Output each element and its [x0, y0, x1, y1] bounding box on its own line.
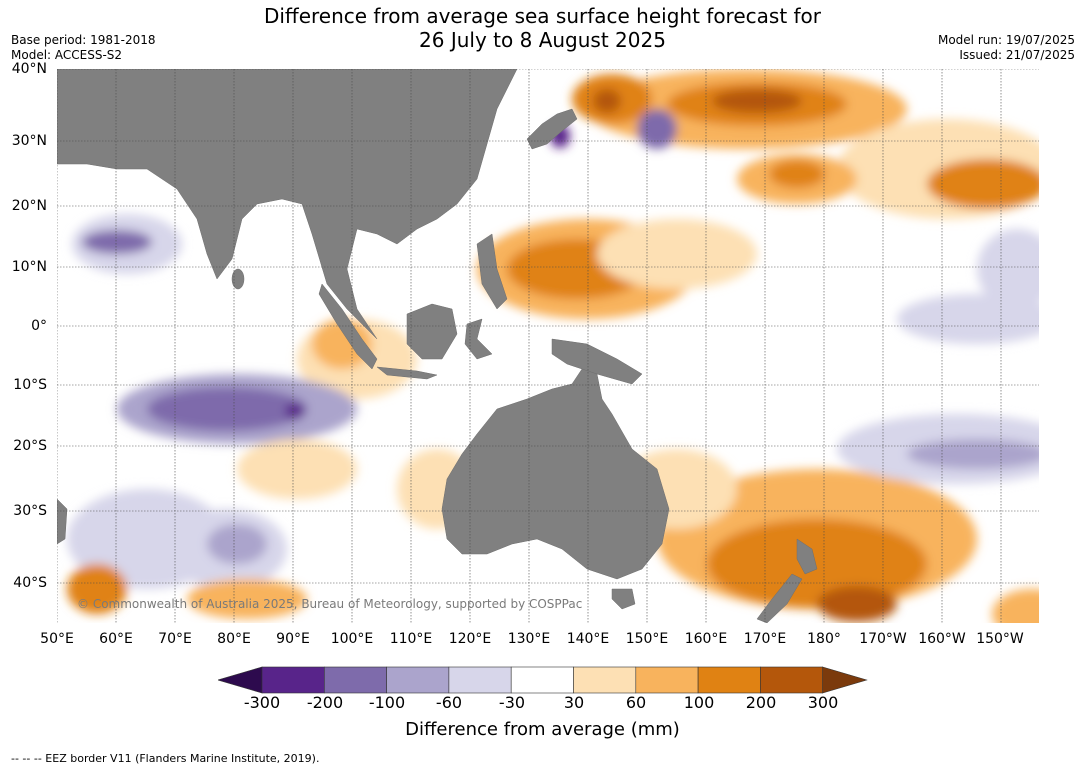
lon-label-100e: 100°E [330, 631, 374, 647]
lat-label-equator: 0° [31, 318, 47, 334]
colorbar-segment [635, 666, 699, 694]
lon-label-110e: 110°E [389, 631, 433, 647]
lat-label-10n: 10°N [11, 259, 47, 275]
japan-island [526, 108, 578, 150]
title-line-2: 26 July to 8 August 2025 [419, 28, 666, 52]
new-zealand-north-island [796, 538, 818, 575]
colorbar-segment [386, 666, 450, 694]
lon-label-160w: 160°W [918, 631, 966, 647]
lat-label-10s: 10°S [13, 377, 47, 393]
colorbar-segment [510, 666, 574, 694]
map-title: Difference from average sea surface heig… [0, 4, 1085, 52]
colorbar [218, 666, 868, 694]
lon-label-170w: 170°W [859, 631, 907, 647]
colorbar-tick-300: 300 [807, 693, 839, 712]
sumatra-island [318, 283, 378, 370]
borneo-island [406, 303, 458, 360]
colorbar-segment [448, 666, 512, 694]
graticule [57, 69, 1039, 623]
lon-label-120e: 120°E [448, 631, 492, 647]
colorbar-tick-minus30: -30 [498, 693, 526, 712]
colorbar-tick-30: 30 [563, 693, 585, 712]
new-zealand-south-island [756, 573, 803, 623]
copyright-notice: © Commonwealth of Australia 2025, Bureau… [77, 597, 583, 611]
title-line-1: Difference from average sea surface heig… [263, 4, 822, 28]
java-island [376, 366, 438, 380]
lon-label-140e: 140°E [566, 631, 610, 647]
lon-label-130e: 130°E [507, 631, 551, 647]
colorbar-tick-200: 200 [745, 693, 777, 712]
lon-label-170e: 170°E [743, 631, 787, 647]
colorbar-tick-100: 100 [683, 693, 715, 712]
eez-footnote: -- -- -- EEZ border V11 (Flanders Marine… [11, 752, 320, 765]
issued-date-text: Issued: 21/07/2025 [959, 48, 1075, 62]
land-masses [57, 69, 818, 623]
colorbar-tick-60: 60 [625, 693, 647, 712]
model-info: Base period: 1981-2018 Model: ACCESS-S2 [11, 33, 156, 63]
lat-label-40s: 40°S [13, 575, 47, 591]
map-canvas [57, 69, 1039, 623]
new-guinea-island [551, 338, 643, 385]
lat-label-20s: 20°S [13, 438, 47, 454]
colorbar-extend-low [218, 666, 263, 694]
lat-label-30s: 30°S [13, 503, 47, 519]
asia-landmass [57, 69, 518, 340]
sulawesi-island [464, 318, 493, 360]
lon-label-90e: 90°E [276, 631, 310, 647]
model-name-text: Model: ACCESS-S2 [11, 48, 123, 62]
lon-label-70e: 70°E [158, 631, 192, 647]
colorbar-segment [697, 666, 761, 694]
colorbar-label: Difference from average (mm) [405, 719, 680, 740]
colorbar-tick-minus100: -100 [368, 693, 406, 712]
lon-label-150e: 150°E [625, 631, 669, 647]
model-run-text: Model run: 19/07/2025 [937, 33, 1075, 47]
colorbar-segment [261, 666, 325, 694]
tasmania-island [611, 588, 636, 610]
run-info: Model run: 19/07/2025 Issued: 21/07/2025 [938, 33, 1075, 63]
lat-label-40n: 40°N [11, 61, 47, 77]
colorbar-tick-minus300: -300 [243, 693, 281, 712]
colorbar-segment [324, 666, 387, 694]
colorbar-tick-minus200: -200 [306, 693, 344, 712]
lon-label-150w: 150°W [976, 631, 1024, 647]
madagascar-island [57, 498, 68, 545]
lon-label-160e: 160°E [684, 631, 728, 647]
philippines-islands [476, 233, 508, 310]
colorbar-segment [573, 666, 637, 694]
anomaly-field [67, 69, 1039, 623]
lat-label-20n: 20°N [11, 198, 47, 214]
lat-label-30n: 30°N [11, 133, 47, 149]
sri-lanka-island [231, 268, 245, 290]
anomaly-map [57, 69, 1039, 623]
base-period-text: Base period: 1981-2018 [11, 33, 156, 47]
australia-landmass [441, 368, 670, 580]
lon-label-60e: 60°E [99, 631, 133, 647]
lon-label-180: 180° [807, 631, 841, 647]
lon-label-80e: 80°E [217, 631, 251, 647]
colorbar-tick-minus60: -60 [435, 693, 463, 712]
colorbar-extend-high [822, 666, 868, 694]
lon-label-50e: 50°E [40, 631, 74, 647]
colorbar-segment [760, 666, 824, 694]
